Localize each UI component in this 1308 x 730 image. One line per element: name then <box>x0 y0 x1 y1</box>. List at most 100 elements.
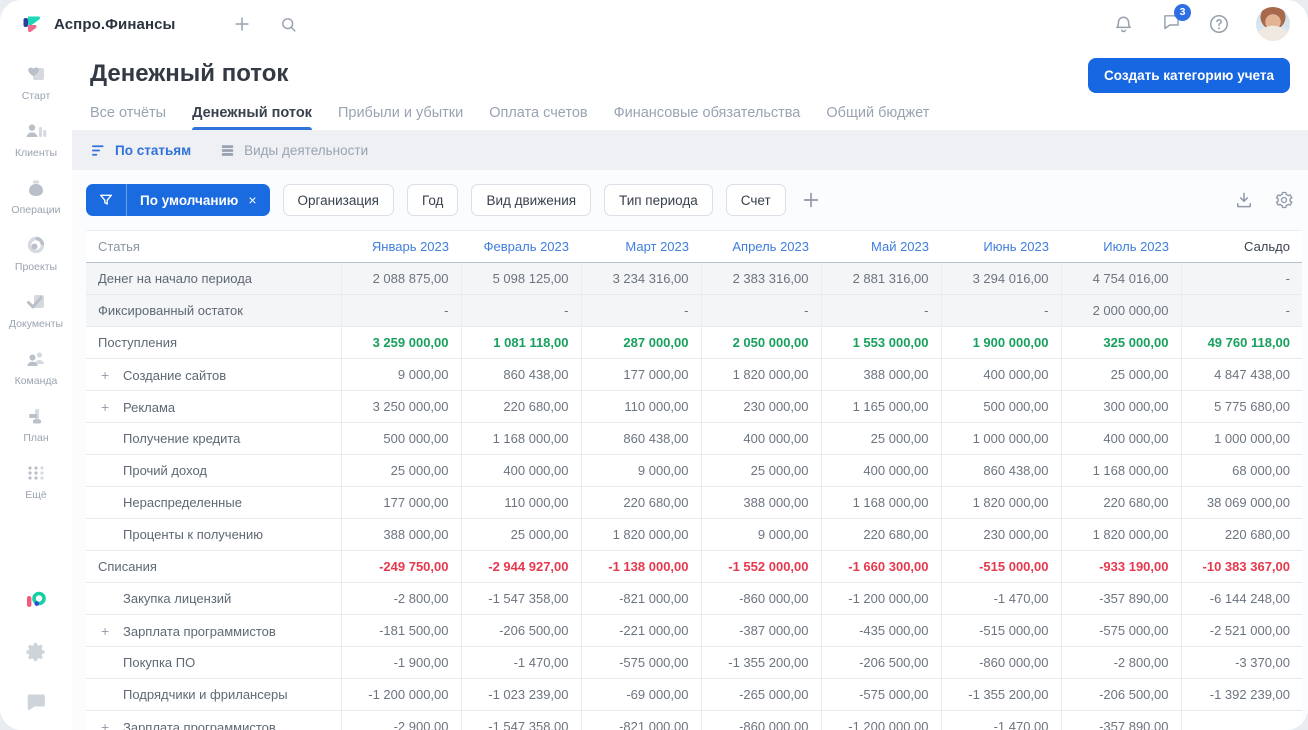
settings-gear-icon[interactable] <box>24 640 48 664</box>
cell-value: 400 000,00 <box>820 454 941 487</box>
column-header-3[interactable]: Март 2023 <box>581 230 701 263</box>
cell-value: 38 069 000,00 <box>1180 486 1302 519</box>
cell-value: 1 168 000,00 <box>1060 454 1181 487</box>
filter-button-4[interactable]: Счет <box>725 184 786 216</box>
column-header-4[interactable]: Апрель 2023 <box>701 230 821 263</box>
tab-5[interactable]: Общий бюджет <box>826 105 930 121</box>
cell-value: -2 900,00 <box>340 710 461 730</box>
column-header-1[interactable]: Январь 2023 <box>341 230 461 263</box>
cell-value <box>1180 710 1302 730</box>
expand-plus-icon[interactable]: + <box>101 398 110 415</box>
tab-2[interactable]: Прибыли и убытки <box>337 105 464 121</box>
create-category-button[interactable]: Создать категорию учета <box>1088 58 1290 93</box>
sidebar-item-label: План <box>23 432 49 444</box>
projects-icon <box>24 233 48 257</box>
filter-bar: По умолчанию × Организация Год Вид движени… <box>86 184 1294 216</box>
column-header-5[interactable]: Май 2023 <box>821 230 941 263</box>
cell-value: 4 754 016,00 <box>1060 262 1181 295</box>
row-label[interactable]: Поступления <box>86 326 341 359</box>
sidebar-item-2[interactable]: Операции <box>9 176 63 216</box>
subtab-0[interactable]: По статьям <box>90 142 191 159</box>
notifications-bell-icon[interactable] <box>1112 13 1134 35</box>
row-label[interactable]: Закупка лицензий <box>86 582 341 615</box>
row-label[interactable]: Списания <box>86 550 341 583</box>
table-settings-gear-icon[interactable] <box>1274 190 1294 210</box>
cell-value: -2 521 000,00 <box>1180 614 1302 647</box>
column-header-2[interactable]: Февраль 2023 <box>461 230 581 263</box>
expand-plus-icon[interactable]: + <box>101 366 110 383</box>
cell-value: 400 000,00 <box>940 358 1061 391</box>
row-label[interactable]: Денег на начало периода <box>86 262 341 295</box>
row-label-text: Закупка лицензий <box>123 591 232 606</box>
cell-value: -821 000,00 <box>580 710 701 730</box>
row-label[interactable]: Фиксированный остаток <box>86 294 341 327</box>
cell-value: -1 200 000,00 <box>340 678 461 711</box>
search-icon[interactable] <box>277 13 299 35</box>
filter-button-1[interactable]: Год <box>406 184 459 216</box>
subtab-1[interactable]: Виды деятельности <box>219 142 368 159</box>
cell-value: -575 000,00 <box>580 646 701 679</box>
filter-button-3[interactable]: Тип периода <box>604 184 713 216</box>
cell-value: -69 000,00 <box>580 678 701 711</box>
column-header-8[interactable]: Сальдо <box>1181 230 1302 263</box>
cell-value: 9 000,00 <box>340 358 461 391</box>
row-label[interactable]: Подрядчики и фрилансеры <box>86 678 341 711</box>
cell-value: 25 000,00 <box>340 454 461 487</box>
download-icon[interactable] <box>1234 190 1254 210</box>
sidebar-item-label: Старт <box>21 90 51 102</box>
brand-mini-logo[interactable] <box>23 588 49 614</box>
sidebar-item-4[interactable]: Документы <box>9 290 63 330</box>
cell-value: 388 000,00 <box>340 518 461 551</box>
row-label[interactable]: Покупка ПО <box>86 646 341 679</box>
stacked-rows-icon <box>219 142 236 159</box>
row-label-text: Зарплата программистов <box>123 719 276 730</box>
sidebar-item-3[interactable]: Проекты <box>9 233 63 273</box>
cell-value: 1 820 000,00 <box>1060 518 1181 551</box>
filter-button-0[interactable]: Организация <box>282 184 394 216</box>
help-icon[interactable] <box>1208 13 1230 35</box>
sort-lines-icon <box>90 142 107 159</box>
cell-value: 3 294 016,00 <box>940 262 1061 295</box>
chat-bubble-icon[interactable] <box>24 690 48 714</box>
row-label[interactable]: Получение кредита <box>86 422 341 455</box>
cell-value: 25 000,00 <box>1060 358 1181 391</box>
cell-value: 2 000 000,00 <box>1060 294 1181 327</box>
add-filter-icon[interactable] <box>800 189 822 211</box>
cell-value: 1 168 000,00 <box>820 486 941 519</box>
row-label[interactable]: + Зарплата программистов <box>86 614 341 647</box>
messages-chat-icon[interactable]: 3 <box>1160 3 1191 38</box>
row-label[interactable]: Прочий доход <box>86 454 341 487</box>
add-icon[interactable] <box>231 13 253 35</box>
filter-funnel-icon <box>86 184 127 216</box>
column-header-6[interactable]: Июнь 2023 <box>941 230 1061 263</box>
sidebar-item-6[interactable]: План <box>9 404 63 444</box>
row-label[interactable]: Проценты к получению <box>86 518 341 551</box>
active-filter-pill[interactable]: По умолчанию × <box>86 184 270 216</box>
row-label[interactable]: + Создание сайтов <box>86 358 341 391</box>
sidebar-item-0[interactable]: Старт <box>9 62 63 102</box>
cell-value: - <box>700 294 821 327</box>
row-label[interactable]: + Зарплата программистов <box>86 710 341 730</box>
sidebar-item-1[interactable]: Клиенты <box>9 119 63 159</box>
user-avatar[interactable] <box>1256 7 1290 41</box>
top-bar: Аспро.Финансы 3 <box>0 0 1308 48</box>
tab-3[interactable]: Оплата счетов <box>489 105 588 121</box>
row-label[interactable]: + Реклама <box>86 390 341 423</box>
cell-value: - <box>1180 294 1302 327</box>
column-header-7[interactable]: Июль 2023 <box>1061 230 1181 263</box>
sidebar-item-7[interactable]: Ещё <box>9 461 63 501</box>
sidebar-item-5[interactable]: Команда <box>9 347 63 387</box>
documents-icon <box>24 290 48 314</box>
expand-plus-icon[interactable]: + <box>101 718 110 730</box>
main-area: Денежный поток Создать категорию учета В… <box>72 48 1308 730</box>
row-label[interactable]: Нераспределенные <box>86 486 341 519</box>
filter-button-2[interactable]: Вид движения <box>471 184 592 216</box>
remove-filter-icon[interactable]: × <box>248 192 257 208</box>
tab-1[interactable]: Денежный поток <box>192 99 312 130</box>
clients-icon <box>24 119 48 143</box>
cell-value: 400 000,00 <box>700 422 821 455</box>
tab-0[interactable]: Все отчёты <box>90 105 167 121</box>
cell-value: -6 144 248,00 <box>1180 582 1302 615</box>
expand-plus-icon[interactable]: + <box>101 622 110 639</box>
tab-4[interactable]: Финансовые обязательства <box>613 105 801 121</box>
